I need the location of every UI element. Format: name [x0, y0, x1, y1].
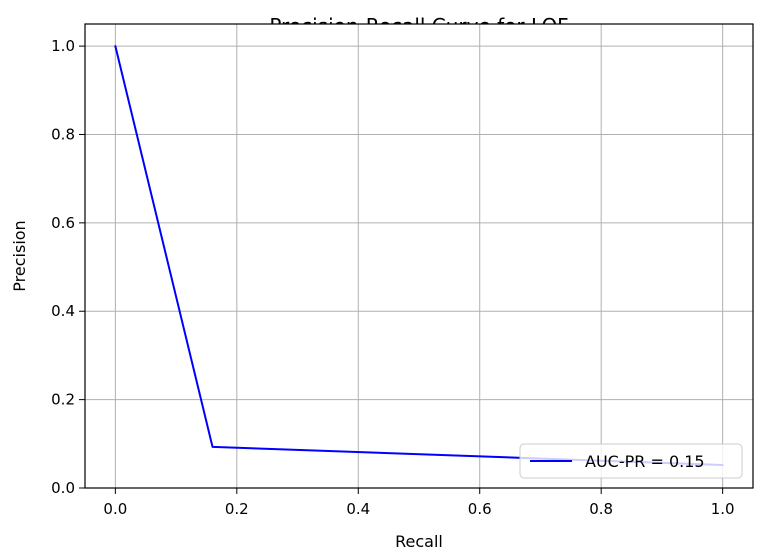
plot-frame [84, 23, 754, 489]
y-tick-label: 0.4 [51, 302, 75, 320]
y-tick-label: 0.8 [51, 125, 75, 143]
x-axis-label: Recall [395, 532, 443, 551]
x-tick-label: 0.2 [225, 500, 249, 518]
x-tick-label: 0.6 [468, 500, 492, 518]
y-tick-label: 0.6 [51, 214, 75, 232]
y-axis-ticks: 0.0 0.2 0.4 0.6 0.8 1.0 [51, 37, 85, 497]
plot-background [85, 24, 753, 488]
legend-label: AUC-PR = 0.15 [585, 452, 705, 471]
x-tick-label: 1.0 [711, 500, 735, 518]
x-axis-ticks: 0.0 0.2 0.4 0.6 0.8 1.0 [103, 488, 735, 518]
legend: AUC-PR = 0.15 [519, 443, 743, 479]
y-tick-label: 1.0 [51, 37, 75, 55]
x-tick-label: 0.8 [589, 500, 613, 518]
legend-box [519, 443, 743, 479]
y-tick-label: 0.0 [51, 479, 75, 497]
y-axis-label: Precision [10, 220, 29, 291]
y-tick-label: 0.2 [51, 391, 75, 409]
x-tick-label: 0.4 [346, 500, 370, 518]
x-tick-label: 0.0 [103, 500, 127, 518]
grid-lines [85, 24, 753, 489]
plot-area [84, 23, 754, 489]
